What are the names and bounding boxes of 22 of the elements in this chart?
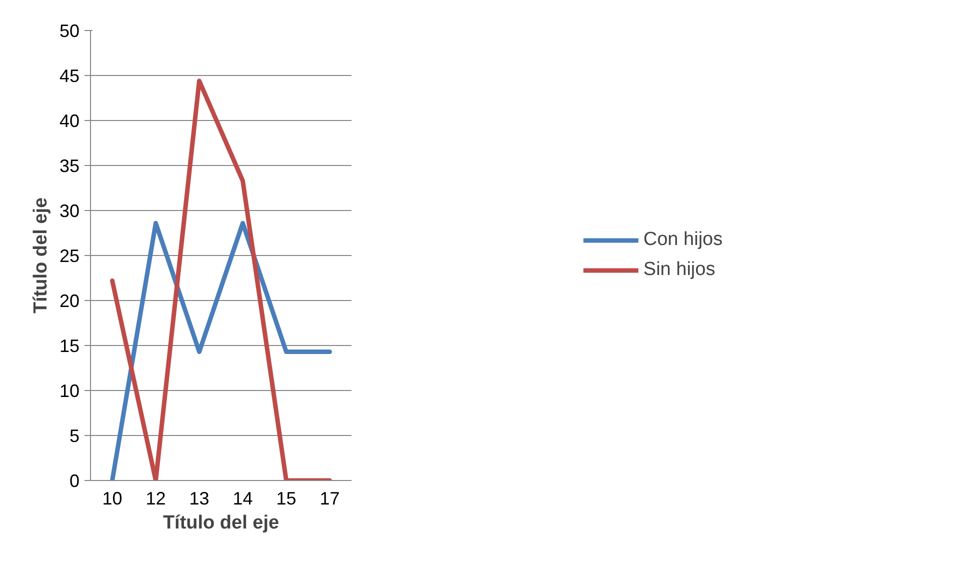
y-tick-label: 50 (59, 21, 80, 41)
x-axis-title: Título del eje (162, 512, 280, 534)
legend-label: Con hijos (643, 229, 723, 251)
y-tick-label: 25 (59, 246, 80, 266)
x-tick-label: 13 (189, 488, 210, 508)
y-axis-title: Título del eje (30, 197, 52, 314)
y-tick-label: 10 (59, 381, 80, 401)
y-tick-label: 30 (59, 201, 80, 221)
y-tick-label: 45 (59, 66, 80, 86)
y-tick-label: 35 (59, 156, 80, 176)
legend-label: Sin hijos (643, 259, 716, 281)
x-tick-label: 10 (102, 488, 122, 508)
y-tick-label: 0 (69, 471, 80, 491)
y-tick-label: 5 (69, 426, 80, 446)
y-tick-label: 15 (59, 336, 80, 356)
y-tick-label: 20 (59, 291, 80, 311)
x-tick-label: 15 (276, 488, 296, 508)
y-tick-label: 40 (59, 111, 80, 131)
x-tick-label: 12 (146, 488, 166, 508)
x-tick-label: 14 (232, 488, 253, 508)
x-tick-label: 17 (320, 488, 340, 508)
line-series (110, 78, 332, 480)
